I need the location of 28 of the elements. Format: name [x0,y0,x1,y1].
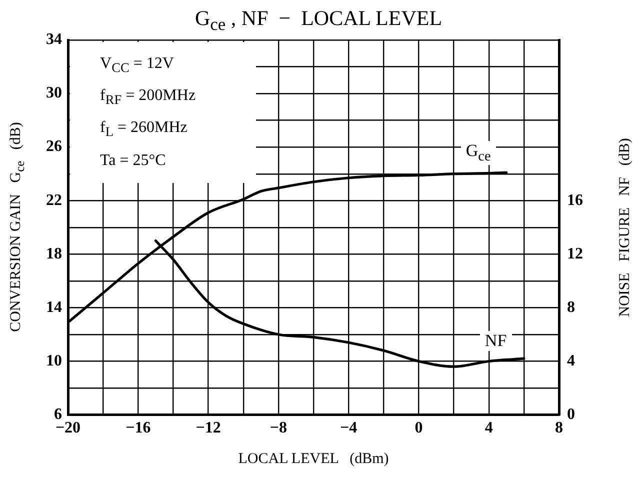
x-tick-label: 4 [484,420,493,437]
y-tick-label: 34 [46,31,62,48]
annotation: V$_{CC}$ = 12V [100,54,175,78]
y2-tick-label: 8 [567,298,575,316]
x-tick-label: −4 [340,420,358,437]
annotation: Ta = 25°C [100,150,167,171]
y-tick-label: 18 [46,245,62,262]
y2-tick-label: 12 [567,245,583,262]
annotation: f$_{L}$ = 260MHz [100,118,188,142]
y2-tick-label: 16 [567,192,583,209]
series-label: G$_{ce}$ [460,140,496,165]
annotation: f$_{RF}$ = 200MHz [100,86,196,110]
y-tick-label: 26 [46,138,62,156]
y-tick-label: 30 [46,84,62,102]
x-tick-label: −12 [196,420,221,437]
y-tick-label: 10 [46,352,62,370]
y2-tick-label: 4 [567,352,575,370]
x-tick-label: 0 [414,420,423,437]
chart-title: G$_{ce}$ , NF − LOCAL LEVEL [194,6,442,34]
x-axis-title: LOCAL LEVEL (dBm) [237,450,390,468]
y2-tick-label: 0 [567,406,575,423]
series-label: NF [480,330,512,351]
x-tick-label: 8 [555,420,563,437]
y-tick-label: 14 [46,298,62,316]
y2-axis-title: NOISE FIGURE NF (dB) [616,138,634,317]
x-tick-label: −8 [270,420,287,437]
y-tick-label: 22 [46,192,62,209]
x-tick-label: −16 [126,420,151,437]
